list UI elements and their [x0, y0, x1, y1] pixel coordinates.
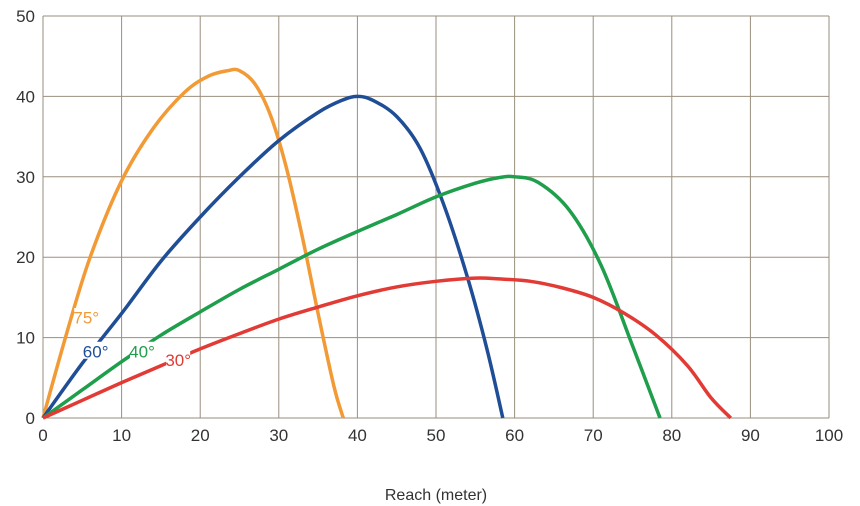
y-tick-label: 20 [16, 248, 35, 267]
curve-label-background [130, 341, 155, 359]
x-tick-label: 50 [427, 426, 446, 445]
series-line-75-deg [41, 67, 345, 419]
y-axis-ticks: 0 10 20 30 40 50 [16, 7, 35, 428]
y-tick-label: 40 [16, 87, 35, 106]
x-tick-label: 20 [191, 426, 210, 445]
y-tick-label: 10 [16, 329, 35, 348]
series-line-60-deg [41, 94, 505, 420]
curve-label-background [166, 350, 191, 368]
x-tick-label: 0 [38, 426, 47, 445]
curve-label: 40° [129, 342, 155, 361]
grid [42, 15, 830, 419]
x-tick-label: 40 [348, 426, 367, 445]
x-tick-label: 90 [741, 426, 760, 445]
curve-label-background [83, 341, 108, 359]
x-tick-label: 80 [662, 426, 681, 445]
annotations-group: 75° 60° 40° 30° [73, 308, 191, 370]
x-axis-title: Reach (meter) [385, 487, 487, 504]
curve-label: 75° [73, 309, 99, 328]
x-tick-label: 60 [505, 426, 524, 445]
curve-label: 30° [165, 351, 191, 370]
x-tick-label: 70 [584, 426, 603, 445]
series-line-40-deg [41, 174, 662, 420]
curve-label-background [74, 308, 99, 325]
y-tick-label: 30 [16, 168, 35, 187]
x-tick-label: 30 [269, 426, 288, 445]
y-tick-label: 50 [16, 7, 35, 26]
y-tick-label: 0 [26, 409, 35, 428]
x-tick-label: 10 [112, 426, 131, 445]
curve-label: 60° [83, 342, 109, 361]
x-axis-ticks: 0 10 20 30 40 50 60 70 80 90 100 [38, 426, 843, 445]
x-tick-label: 100 [815, 426, 843, 445]
